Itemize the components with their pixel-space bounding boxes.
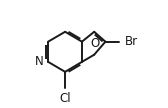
Text: Br: Br (125, 35, 138, 48)
Text: O: O (91, 37, 100, 50)
Text: N: N (34, 55, 43, 68)
Text: Cl: Cl (59, 92, 71, 105)
